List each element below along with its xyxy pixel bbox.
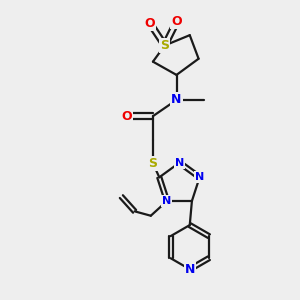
Text: O: O — [171, 15, 182, 28]
Text: S: S — [148, 157, 158, 170]
Text: N: N — [195, 172, 204, 182]
Text: N: N — [171, 93, 182, 106]
Text: N: N — [162, 196, 172, 206]
Text: O: O — [145, 17, 155, 30]
Text: O: O — [121, 110, 132, 123]
Text: N: N — [175, 158, 184, 168]
Text: N: N — [184, 263, 195, 276]
Text: S: S — [160, 39, 169, 52]
